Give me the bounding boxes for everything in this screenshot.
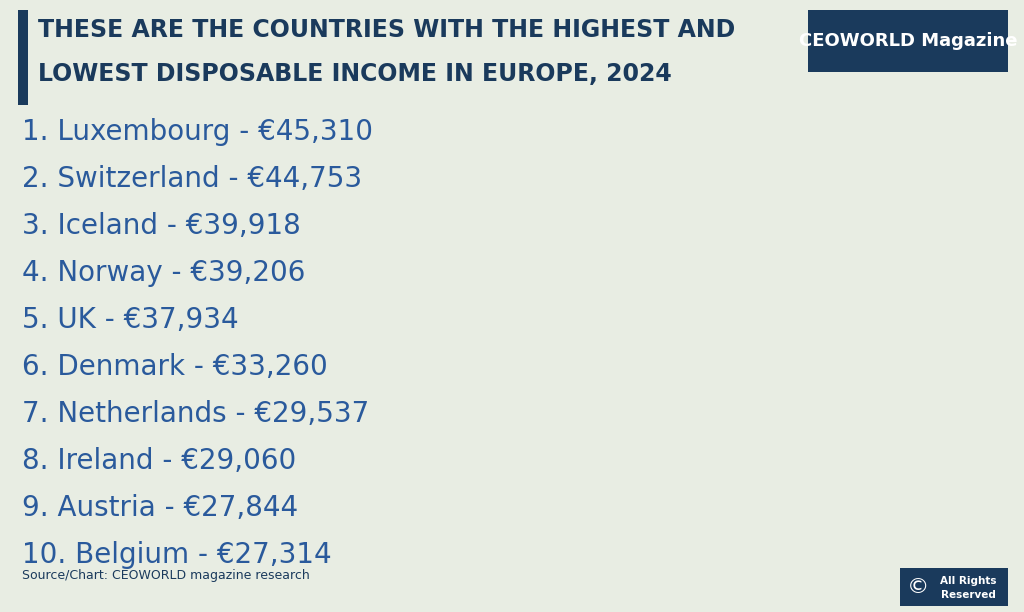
Text: 7. Netherlands - €29,537: 7. Netherlands - €29,537 [22,400,370,428]
Text: All Rights: All Rights [940,576,996,586]
Text: 9. Austria - €27,844: 9. Austria - €27,844 [22,494,298,522]
FancyBboxPatch shape [18,10,28,105]
Text: 3. Iceland - €39,918: 3. Iceland - €39,918 [22,212,301,240]
Text: THESE ARE THE COUNTRIES WITH THE HIGHEST AND: THESE ARE THE COUNTRIES WITH THE HIGHEST… [38,18,735,42]
Text: 4. Norway - €39,206: 4. Norway - €39,206 [22,259,305,287]
Text: LOWEST DISPOSABLE INCOME IN EUROPE, 2024: LOWEST DISPOSABLE INCOME IN EUROPE, 2024 [38,62,672,86]
FancyBboxPatch shape [808,10,1008,72]
Text: 5. UK - €37,934: 5. UK - €37,934 [22,306,239,334]
Text: 10. Belgium - €27,314: 10. Belgium - €27,314 [22,541,332,569]
Text: Source/Chart: CEOWORLD magazine research: Source/Chart: CEOWORLD magazine research [22,569,309,582]
Text: CEOWORLD Magazine: CEOWORLD Magazine [799,32,1017,50]
Text: Reserved: Reserved [941,590,995,600]
Text: 2. Switzerland - €44,753: 2. Switzerland - €44,753 [22,165,362,193]
Text: 8. Ireland - €29,060: 8. Ireland - €29,060 [22,447,296,475]
Text: 6. Denmark - €33,260: 6. Denmark - €33,260 [22,353,328,381]
FancyBboxPatch shape [900,568,1008,606]
Text: ©: © [907,577,929,597]
Text: 1. Luxembourg - €45,310: 1. Luxembourg - €45,310 [22,118,373,146]
